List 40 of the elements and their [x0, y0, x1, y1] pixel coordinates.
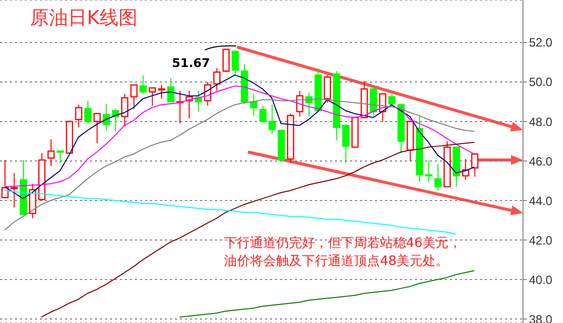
- candlestick: [194, 90, 202, 112]
- annotation: 油价将会触及下行通道顶点48美元处。: [224, 253, 449, 269]
- candlestick: [140, 74, 147, 94]
- y-tick-label: 50.0: [529, 75, 553, 90]
- candlestick: [268, 104, 276, 135]
- candlestick: [324, 74, 332, 104]
- y-tick-label: 40.0: [529, 272, 553, 287]
- candlestick: [259, 105, 267, 123]
- candlestick: [84, 100, 92, 124]
- candlestick: [121, 93, 128, 127]
- y-tick-label: 44.0: [529, 194, 553, 208]
- candlestick: [47, 138, 55, 166]
- y-tick-label: 48.0: [529, 114, 553, 129]
- candlestick: [250, 93, 258, 116]
- candlestick: [342, 124, 350, 164]
- y-tick-label: 42.0: [529, 233, 553, 248]
- candlestick: [130, 84, 138, 110]
- candlestick: [222, 48, 230, 73]
- candlestick: [158, 84, 166, 100]
- candlestick: [102, 103, 110, 131]
- candlestick: [232, 50, 239, 77]
- annotation: 下行通道仍完好，但下周若站稳46美元，: [224, 235, 462, 251]
- candlestick: [434, 163, 442, 192]
- annotation: 51.67: [172, 56, 210, 70]
- candlestick: [75, 104, 82, 128]
- candlestick: [10, 172, 18, 208]
- candlestick: [56, 150, 64, 164]
- candlestick: [213, 68, 220, 92]
- candlestick: [296, 90, 304, 118]
- y-tick-label: 38.0: [529, 312, 553, 323]
- candlestick: [167, 78, 174, 102]
- y-tick-label: 46.0: [529, 154, 553, 168]
- candlestick: [94, 112, 101, 144]
- chart-title: 原油日K线图: [30, 7, 138, 29]
- line-series: [40, 142, 475, 318]
- candlestick: [148, 87, 156, 106]
- candlestick: [425, 160, 432, 182]
- y-tick-label: 52.0: [529, 36, 553, 50]
- candlestick: [471, 152, 478, 178]
- line-series: [179, 270, 475, 318]
